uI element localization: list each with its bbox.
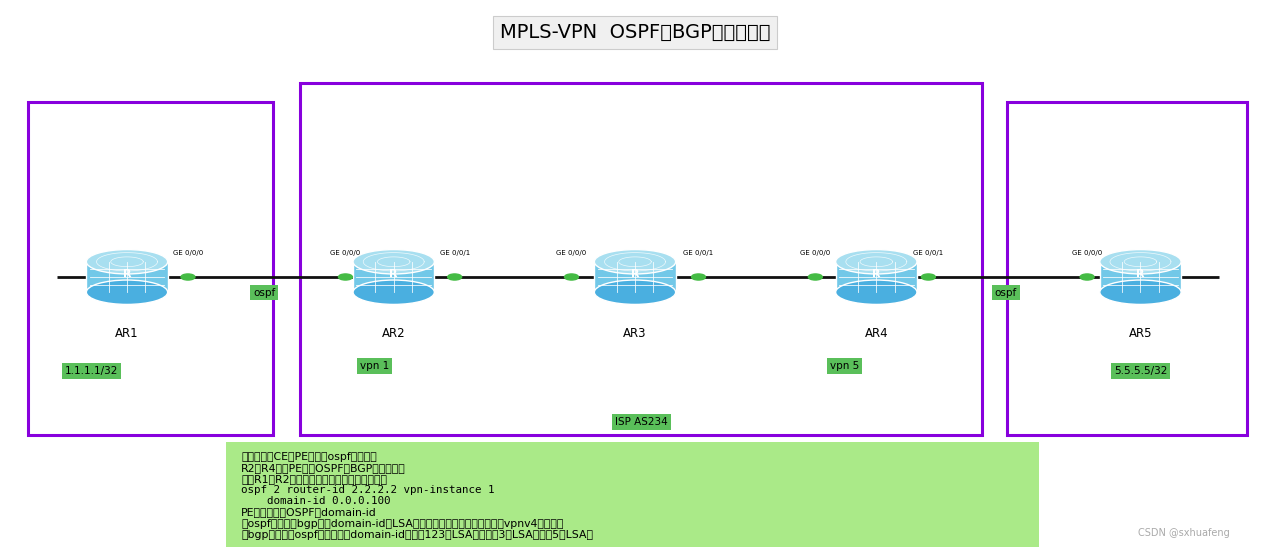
Bar xyxy=(594,262,676,293)
Ellipse shape xyxy=(836,249,917,274)
Text: domain-id 0.0.0.100: domain-id 0.0.0.100 xyxy=(241,496,391,506)
Text: R: R xyxy=(631,269,639,279)
Text: CSDN @sxhuafeng: CSDN @sxhuafeng xyxy=(1138,529,1229,538)
Circle shape xyxy=(691,274,706,280)
Text: AR2: AR2 xyxy=(382,327,405,340)
Bar xyxy=(353,262,434,293)
Text: MPLS-VPN  OSPF与BGP互操作特性: MPLS-VPN OSPF与BGP互操作特性 xyxy=(500,23,770,42)
Ellipse shape xyxy=(1100,280,1181,305)
Text: 1.1.1.1/32: 1.1.1.1/32 xyxy=(65,366,118,376)
Ellipse shape xyxy=(353,249,434,274)
Bar xyxy=(1100,262,1181,293)
Text: R: R xyxy=(1137,269,1144,279)
Text: R: R xyxy=(872,269,880,279)
Text: 本实验模拟CE与PE间运行ospf的场景。: 本实验模拟CE与PE间运行ospf的场景。 xyxy=(241,452,377,462)
Text: AR3: AR3 xyxy=(624,327,646,340)
Ellipse shape xyxy=(594,249,676,274)
Bar xyxy=(28,102,273,435)
Bar xyxy=(300,83,982,435)
Text: R2与R4两个PE上将OSPF和BGP双向引入。: R2与R4两个PE上将OSPF和BGP双向引入。 xyxy=(241,463,406,473)
Text: GE 0/0/1: GE 0/0/1 xyxy=(683,250,714,256)
Text: 5.5.5.5/32: 5.5.5.5/32 xyxy=(1114,366,1167,376)
Circle shape xyxy=(1080,274,1093,280)
Circle shape xyxy=(180,274,196,280)
Text: ISP AS234: ISP AS234 xyxy=(615,417,668,427)
Bar xyxy=(86,262,168,293)
Ellipse shape xyxy=(353,280,434,305)
Text: vpn 5: vpn 5 xyxy=(829,361,860,371)
Ellipse shape xyxy=(836,280,917,305)
Text: ospf: ospf xyxy=(253,288,276,297)
Ellipse shape xyxy=(86,280,168,305)
Text: GE 0/0/1: GE 0/0/1 xyxy=(913,250,944,256)
Text: 当bgp路由引入ospf时，相同的domain-id会让原123类LSA，都生成3类LSA而不是5类LSA。: 当bgp路由引入ospf时，相同的domain-id会让原123类LSA，都生成… xyxy=(241,530,593,540)
Ellipse shape xyxy=(86,249,168,274)
Ellipse shape xyxy=(594,280,676,305)
Text: 发现R1与R2上获得对方路由并非为外部路由：: 发现R1与R2上获得对方路由并非为外部路由： xyxy=(241,474,387,484)
Text: GE 0/0/0: GE 0/0/0 xyxy=(556,250,587,256)
Text: GE 0/0/0: GE 0/0/0 xyxy=(1072,250,1102,256)
Text: vpn 1: vpn 1 xyxy=(359,361,390,371)
Circle shape xyxy=(922,274,935,280)
Text: GE 0/0/0: GE 0/0/0 xyxy=(173,250,203,256)
Text: 当ospf路由引入bgp时，domain-id和LSA类型会作为扩展团体属性添加到vpnv4路由中。: 当ospf路由引入bgp时，domain-id和LSA类型会作为扩展团体属性添加… xyxy=(241,519,564,529)
Ellipse shape xyxy=(1100,249,1181,274)
Text: AR4: AR4 xyxy=(865,327,888,340)
Circle shape xyxy=(564,274,579,280)
Text: ospf: ospf xyxy=(994,288,1017,297)
Bar xyxy=(226,442,1039,547)
Text: AR5: AR5 xyxy=(1129,327,1152,340)
Text: R: R xyxy=(390,269,398,279)
Text: ospf 2 router-id 2.2.2.2 vpn-instance 1: ospf 2 router-id 2.2.2.2 vpn-instance 1 xyxy=(241,485,495,495)
Circle shape xyxy=(338,274,353,280)
Bar xyxy=(1007,102,1247,435)
Circle shape xyxy=(447,274,462,280)
Text: R: R xyxy=(123,269,131,279)
Text: AR1: AR1 xyxy=(116,327,138,340)
Text: PE可设置本地OSPF的domain-id: PE可设置本地OSPF的domain-id xyxy=(241,507,377,517)
Text: GE 0/0/0: GE 0/0/0 xyxy=(800,250,831,256)
Text: GE 0/0/0: GE 0/0/0 xyxy=(330,250,361,256)
Bar xyxy=(836,262,917,293)
Text: GE 0/0/1: GE 0/0/1 xyxy=(439,250,470,256)
Circle shape xyxy=(808,274,823,280)
